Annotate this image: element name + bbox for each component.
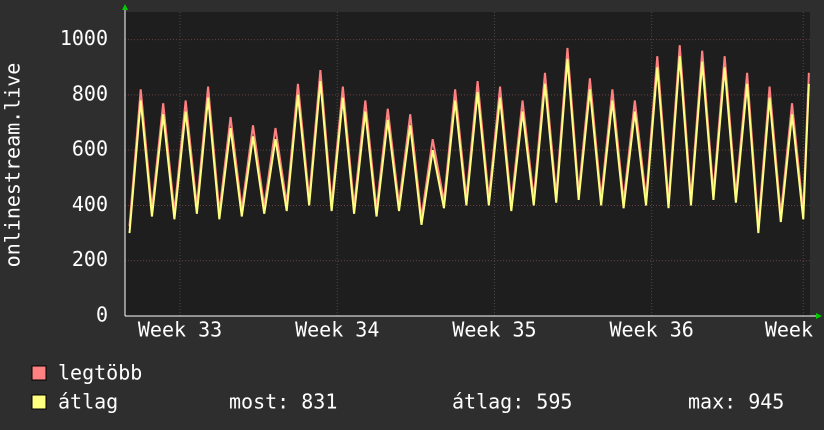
x-tick-label: Week	[765, 318, 813, 342]
x-tick-label: Week 34	[295, 318, 379, 342]
y-tick-label: 800	[72, 81, 108, 105]
y-axis-arrow	[122, 4, 128, 10]
y-tick-label: 200	[72, 247, 108, 271]
y-axis-label: onlinestream.live	[1, 63, 25, 268]
y-tick-label: 400	[72, 192, 108, 216]
x-tick-label: Week 33	[138, 318, 222, 342]
x-tick-label: Week 36	[610, 318, 694, 342]
y-tick-label: 600	[72, 137, 108, 161]
stat-avg: átlag: 595	[452, 390, 572, 414]
plot-area	[125, 12, 810, 316]
stat-now: most: 831	[229, 390, 337, 414]
y-tick-label: 1000	[60, 26, 108, 50]
y-tick-label: 0	[96, 303, 108, 327]
legend-label: legtöbb	[58, 361, 142, 385]
x-tick-label: Week 35	[452, 318, 536, 342]
legend-swatch	[31, 365, 47, 381]
x-axis-arrow	[816, 313, 822, 319]
legend-swatch	[31, 394, 47, 410]
legend-label: átlag	[58, 390, 118, 414]
series-line	[128, 56, 810, 234]
stat-max: max: 945	[688, 390, 784, 414]
